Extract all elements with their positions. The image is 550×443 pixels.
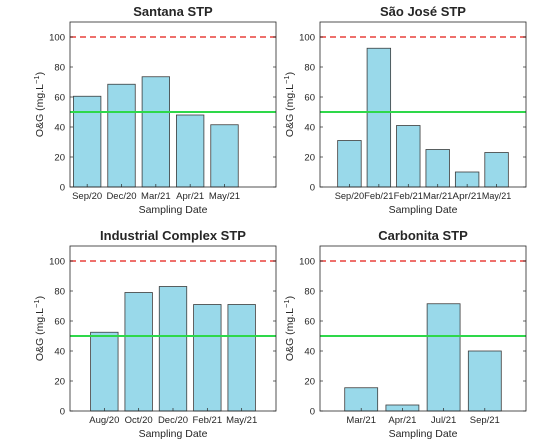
y-axis-label: O&G (mg.L−1) bbox=[32, 72, 46, 137]
bar-3 bbox=[426, 303, 461, 412]
y-tick-label: 80 bbox=[304, 63, 315, 74]
y-tick-label: 40 bbox=[54, 123, 65, 134]
chart-title: Santana STP bbox=[133, 4, 213, 19]
x-tick-label: Apr/21 bbox=[388, 415, 416, 426]
x-tick-label: May/21 bbox=[209, 191, 240, 202]
axes-box bbox=[69, 245, 277, 412]
y-tick-label: 100 bbox=[49, 33, 65, 44]
bar-4 bbox=[425, 149, 450, 188]
axes-box bbox=[319, 21, 527, 188]
y-axis-label: O&G (mg.L−1) bbox=[282, 296, 296, 361]
x-tick-label: Apr/21 bbox=[452, 191, 481, 202]
x-axis-label: Sampling Date bbox=[139, 428, 208, 440]
bar-2 bbox=[107, 83, 136, 188]
x-tick-label: May/21 bbox=[226, 415, 257, 426]
bar-1 bbox=[344, 387, 379, 412]
y-axis-label: O&G (mg.L−1) bbox=[282, 72, 296, 137]
y-tick-label: 60 bbox=[304, 93, 315, 104]
bar-3 bbox=[141, 76, 170, 188]
bar-5 bbox=[210, 124, 239, 188]
x-tick-label: Feb/21 bbox=[394, 191, 423, 202]
y-tick-label: 60 bbox=[54, 93, 65, 104]
y-tick-label: 80 bbox=[54, 287, 65, 298]
bar-3 bbox=[396, 125, 421, 188]
bar-1 bbox=[73, 95, 102, 188]
y-tick-label: 0 bbox=[310, 407, 315, 418]
y-tick-label: 80 bbox=[304, 287, 315, 298]
x-tick-label: Dec/20 bbox=[158, 415, 188, 426]
y-tick-label: 0 bbox=[60, 407, 65, 418]
x-tick-label: Apr/21 bbox=[176, 191, 204, 202]
bar-2 bbox=[124, 292, 153, 412]
y-tick-label: 20 bbox=[304, 377, 315, 388]
x-tick-label: Aug/20 bbox=[89, 415, 119, 426]
x-tick-label: Sep/20 bbox=[72, 191, 102, 202]
y-tick-label: 20 bbox=[304, 153, 315, 164]
bar-6 bbox=[484, 152, 509, 188]
bar-3 bbox=[158, 286, 188, 412]
x-tick-label: Mar/21 bbox=[423, 191, 452, 202]
x-tick-label: Sep/21 bbox=[470, 415, 500, 426]
bar-2 bbox=[366, 47, 392, 188]
x-axis-label: Sampling Date bbox=[389, 428, 458, 440]
panel-2: Sep/20 Feb/21 Feb/21 Mar/21 Apr/21 May/210204… bbox=[282, 4, 527, 216]
x-tick-label: Feb/21 bbox=[364, 191, 393, 202]
bar-4 bbox=[176, 114, 205, 188]
x-tick-label: Dec/20 bbox=[106, 191, 136, 202]
x-tick-label: Mar/21 bbox=[346, 415, 376, 426]
x-tick-label: Jul/21 bbox=[431, 415, 456, 426]
y-tick-label: 0 bbox=[60, 183, 65, 194]
x-tick-label: Oct/20 bbox=[125, 415, 153, 426]
panel-1: Sep/20 Dec/20 Mar/21 Apr/21 May/21 0 20 40 60 80 1… bbox=[32, 4, 277, 216]
panel-3: Aug/20 Oct/20 Dec/20 Feb/21 May/21 0 20 40 60 80 1… bbox=[32, 228, 277, 440]
x-axis-label: Sampling Date bbox=[139, 204, 208, 216]
bar-1 bbox=[90, 331, 119, 412]
x-axis-label: Sampling Date bbox=[389, 204, 458, 216]
y-tick-label: 40 bbox=[304, 123, 315, 134]
y-tick-label: 60 bbox=[54, 317, 65, 328]
bar-1 bbox=[337, 140, 362, 188]
chart-title: Carbonita STP bbox=[378, 228, 468, 243]
plot-area bbox=[70, 22, 276, 187]
y-tick-label: 100 bbox=[49, 257, 65, 268]
y-tick-label: 40 bbox=[304, 347, 315, 358]
x-tick-label: May/21 bbox=[482, 191, 511, 202]
y-tick-label: 60 bbox=[304, 317, 315, 328]
axes-box bbox=[319, 245, 527, 412]
x-tick-label: Feb/21 bbox=[193, 415, 223, 426]
panel-4: Mar/21 Apr/21 Jul/21 Sep/21 0 20 40 60 80 100 Carb… bbox=[282, 228, 527, 440]
y-tick-label: 0 bbox=[310, 183, 315, 194]
axes-box bbox=[69, 21, 277, 188]
x-tick-label: Mar/21 bbox=[141, 191, 171, 202]
y-tick-label: 100 bbox=[299, 33, 315, 44]
chart-title: São José STP bbox=[380, 4, 466, 19]
y-tick-label: 20 bbox=[54, 377, 65, 388]
y-tick-label: 80 bbox=[54, 63, 65, 74]
chart-title: Industrial Complex STP bbox=[100, 228, 246, 243]
bar-4 bbox=[193, 304, 222, 412]
y-tick-label: 40 bbox=[54, 347, 65, 358]
bar-5 bbox=[227, 304, 256, 412]
y-tick-label: 20 bbox=[54, 153, 65, 164]
bar-4 bbox=[467, 350, 502, 412]
y-axis-label: O&G (mg.L−1) bbox=[32, 296, 46, 361]
y-tick-label: 100 bbox=[299, 257, 315, 268]
x-tick-label: Sep/20 bbox=[335, 191, 364, 202]
